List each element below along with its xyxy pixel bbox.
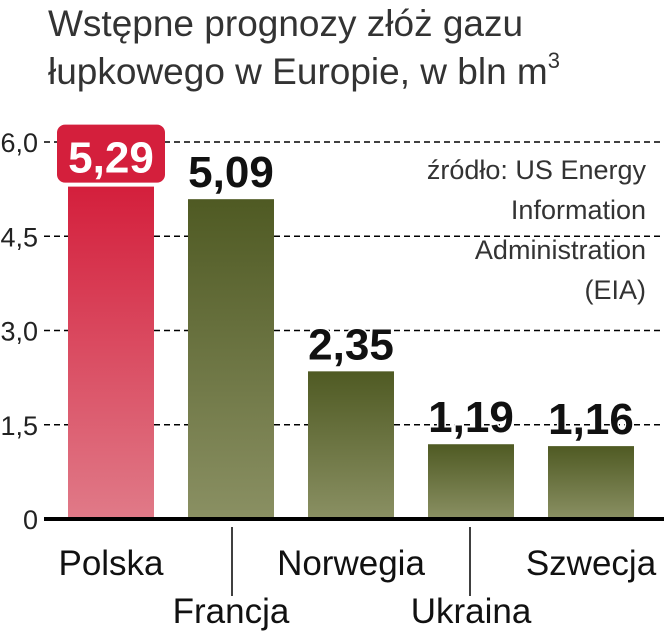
value-label: 5,09: [188, 148, 274, 197]
source-line-3: Administration: [474, 235, 646, 265]
y-tick-label: 3,0: [0, 317, 38, 347]
source-line-4: (EIA): [584, 275, 646, 305]
value-labels: 5,29 5,09 2,35 1,19 1,16: [57, 124, 635, 446]
category-label: Ukraina: [411, 592, 532, 631]
bar: [428, 444, 514, 519]
bar: [188, 199, 274, 519]
source-line-1: źródło: US Energy: [426, 155, 646, 185]
value-label: 1,19: [428, 393, 514, 442]
bar: [308, 371, 394, 519]
category-label: Francja: [173, 592, 290, 631]
title-superscript: 3: [547, 48, 561, 73]
source-note: źródło: US Energy Information Administra…: [346, 150, 646, 310]
value-label: 1,16: [548, 395, 634, 444]
category-label: Szwecja: [526, 544, 657, 583]
value-label-badge: [57, 124, 165, 183]
y-tick-label: 4,5: [0, 222, 38, 252]
axes: 0 1,5 3,0 4,5 6,0: [0, 128, 664, 596]
category-label: Norwegia: [277, 544, 425, 583]
y-tick-label: 6,0: [0, 128, 38, 158]
y-tick-label: 0: [23, 505, 38, 535]
title-line-2-text: łupkowego w Europie, w bln m: [48, 51, 548, 92]
title-line-2: łupkowego w Europie, w bln m3: [48, 48, 648, 96]
category-label: Polska: [58, 544, 164, 583]
bar: [68, 186, 154, 519]
source-line-2: Information: [510, 195, 646, 225]
value-label: 2,35: [308, 320, 394, 369]
y-tick-label: 1,5: [0, 411, 38, 441]
title-line-1: Wstępne prognozy złóż gazu: [48, 3, 524, 44]
value-label: 5,29: [68, 134, 154, 183]
chart-title: Wstępne prognozy złóż gazu łupkowego w E…: [48, 0, 648, 96]
bar: [548, 446, 634, 519]
bars: [68, 186, 634, 519]
